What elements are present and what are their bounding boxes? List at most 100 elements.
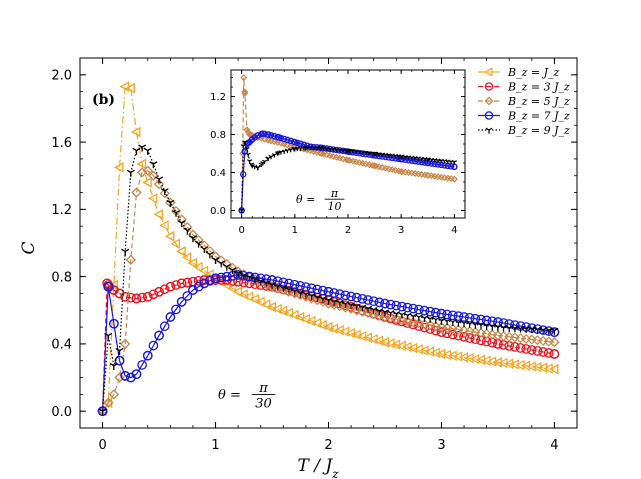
main-data-point (459, 331, 469, 342)
main-data-point (550, 327, 559, 335)
main-data-point (294, 311, 305, 323)
inset-annotation-numerator: π (330, 187, 339, 200)
main-data-point (357, 306, 368, 317)
main-data-point (351, 292, 362, 303)
inset-data-point (371, 162, 379, 170)
main-data-point (301, 291, 310, 299)
main-data-point (476, 314, 486, 325)
main-annotation-denominator: 30 (255, 396, 272, 411)
main-data-point (160, 188, 169, 196)
main-data-point (306, 315, 316, 327)
main-data-point (549, 327, 560, 337)
main-data-point (154, 179, 165, 190)
main-data-point (340, 302, 351, 313)
inset-data-point (344, 156, 352, 164)
main-data-point (300, 313, 310, 325)
inset-y-tick-label: 0.8 (210, 130, 226, 141)
inset-data-point (247, 159, 253, 164)
main-data-point (307, 293, 316, 300)
main-data-point (296, 289, 305, 297)
inset-data-point (291, 138, 299, 146)
main-data-point (329, 288, 339, 298)
main-data-point (425, 320, 436, 331)
main-data-point (408, 303, 419, 314)
main-data-point (289, 309, 299, 321)
main-data-point (402, 315, 413, 327)
main-data-point (193, 275, 204, 286)
inset-data-point (245, 152, 251, 158)
main-data-point (436, 308, 447, 319)
main-data-point (131, 369, 142, 380)
inset-data-point (239, 171, 247, 178)
main-data-point (437, 317, 446, 325)
main-data-point (369, 306, 378, 314)
legend-marker (485, 127, 493, 134)
main-data-point (375, 308, 384, 315)
main-data-point (357, 293, 368, 304)
main-series-4 (97, 270, 560, 417)
main-data-point (362, 307, 374, 319)
main-data-point (379, 311, 391, 323)
inset-data-point (398, 154, 404, 159)
main-data-point (436, 322, 447, 333)
main-data-point (170, 238, 180, 250)
main-data-point (532, 346, 543, 356)
main-data-point (492, 330, 503, 341)
main-data-point (442, 328, 452, 339)
inset-data-point (241, 148, 249, 155)
main-data-point (148, 289, 159, 300)
main-data-point (199, 275, 210, 285)
legend-entry: B_z = 3 J_z (478, 81, 570, 94)
main-data-point (147, 193, 158, 204)
main-data-point (340, 290, 351, 301)
main-data-point (238, 289, 248, 300)
main-data-point (154, 330, 164, 341)
main-data-point (526, 345, 537, 355)
main-data-point (436, 327, 447, 337)
main-data-point (340, 300, 351, 311)
x-axis-label: T / Jz (297, 456, 339, 479)
main-data-point (414, 304, 424, 315)
main-data-point (420, 315, 429, 323)
main-data-point (142, 350, 153, 361)
main-data-point (279, 285, 288, 293)
main-data-point (447, 323, 458, 334)
main-data-point (475, 327, 487, 339)
inset-data-point (264, 136, 272, 144)
main-data-point (115, 348, 124, 355)
main-data-point (549, 349, 560, 359)
main-data-point (109, 363, 118, 370)
inset-y-tick-label: 0.0 (210, 206, 226, 217)
main-data-point (396, 314, 407, 326)
main-data-point (165, 281, 176, 292)
main-data-point (131, 293, 142, 304)
inset-annotation-prefix: θ = (296, 193, 315, 206)
inset-annotation: θ = π10 (296, 187, 345, 213)
main-data-point (278, 285, 289, 296)
main-data-point (510, 342, 520, 352)
main-y-tick-label: 0.0 (51, 405, 72, 420)
main-data-point (249, 294, 260, 305)
main-data-point (121, 248, 130, 256)
main-data-point (447, 310, 458, 321)
main-data-point (379, 337, 389, 348)
main-data-point (301, 282, 311, 292)
legend-entry: B_z = 9 J_z (478, 124, 570, 137)
inset-data-point (268, 154, 274, 160)
main-data-point (176, 246, 186, 257)
main-annotation-prefix: θ = (218, 388, 241, 403)
legend-marker (484, 82, 494, 91)
inset-data-point (318, 145, 324, 151)
legend-entry: B_z = 7 J_z (478, 110, 570, 123)
main-data-point (543, 326, 554, 336)
inset-data-point (249, 164, 255, 169)
main-data-point (267, 275, 277, 285)
main-data-point (306, 283, 317, 294)
main-data-point (538, 347, 548, 357)
main-data-point (426, 316, 435, 323)
main-annotation: θ = π30 (218, 381, 276, 411)
main-data-point (233, 276, 243, 287)
main-data-point (183, 227, 192, 235)
inset-data-point (451, 160, 457, 165)
main-data-point (458, 325, 470, 336)
